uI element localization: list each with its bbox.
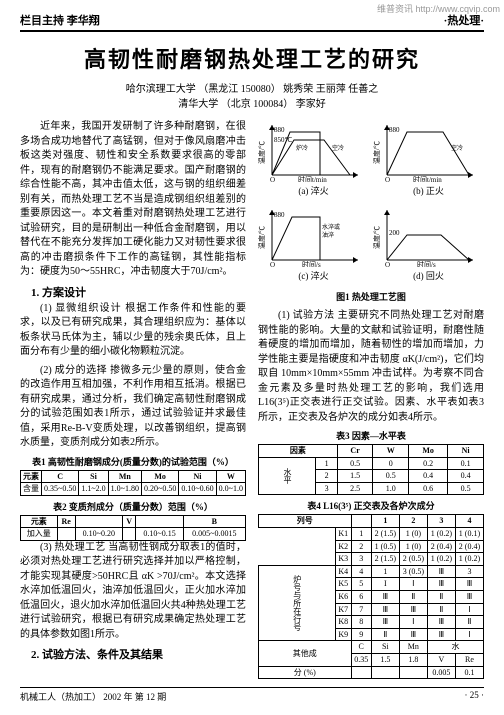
svg-text:时间/s: 时间/s	[302, 260, 321, 267]
section1-heading: 1. 方案设计	[20, 284, 246, 300]
fig-d-cap: (d) 回火	[373, 269, 484, 282]
s1-p2: (2) 成分的选择 掺微多元少量的原则，使合金的改造作用互相加强，不利作用相互抵…	[20, 364, 246, 451]
watermark: 维普资讯 http://www.cqvip.com	[377, 2, 500, 15]
svg-text:空冷: 空冷	[451, 144, 463, 152]
chart-b-icon: 温度/℃ 880 空冷 O 时间t/min	[373, 120, 477, 182]
table2: 元素ReVB加入量0.10~0.200.10~0.150.005~0.0015	[20, 515, 246, 541]
svg-text:O: O	[385, 261, 390, 267]
chart-d-icon: 温度/℃ 200 O 时间/s	[373, 205, 477, 267]
svg-text:850℃: 850℃	[274, 136, 293, 144]
article-title: 高韧性耐磨钢热处理工艺的研究	[20, 42, 484, 74]
authors-line2: 清华大学 （北京 100084） 李家好	[20, 97, 484, 112]
page-footer: 机械工人（热加工） 2002 年 第 12 期 · 25 ·	[20, 687, 484, 703]
svg-text:时间/s: 时间/s	[417, 260, 436, 267]
header-left: 栏目主持 李华翔	[20, 12, 100, 28]
svg-text:880: 880	[274, 211, 285, 219]
authors: 哈尔滨理工大学 （黑龙江 150080） 姚秀荣 王丽萍 任善之 清华大学 （北…	[20, 82, 484, 112]
r1: (1) 试验方法 主要研究不同热处理工艺对耐磨钢性能的影响。大量的文献和试验证明…	[258, 309, 484, 425]
svg-text:200: 200	[389, 229, 400, 237]
table1-caption: 表1 高韧性耐磨钢成分(质量分数)的试验范围（%）	[20, 455, 246, 468]
svg-text:O: O	[270, 176, 275, 182]
svg-text:O: O	[385, 176, 390, 182]
svg-text:水淬或: 水淬或	[322, 223, 340, 231]
svg-text:空冷: 空冷	[332, 144, 344, 152]
table4-caption: 表4 L16(3⁵) 正交表及各炉次成分	[258, 499, 484, 512]
footer-right: · 25 ·	[465, 690, 485, 703]
chart-c-icon: 温度/℃ 880 水淬或 油淬 O 时间/s	[258, 205, 362, 267]
fig1-caption: 图1 热处理工艺图	[258, 290, 484, 303]
footer-left: 机械工人（热加工） 2002 年 第 12 期	[20, 690, 166, 703]
authors-line1: 哈尔滨理工大学 （黑龙江 150080） 姚秀荣 王丽萍 任善之	[20, 82, 484, 97]
header-bar: 栏目主持 李华翔 ·热处理·	[20, 12, 484, 32]
right-column: 温度/℃ 880 850℃ 炉冷 空冷 O 时间t/min (a) 淬火	[258, 120, 484, 679]
table1: 元素CSiMnMoNiW含量0.35~0.501.1~2.01.0~1.800.…	[20, 470, 246, 496]
svg-text:温度/℃: 温度/℃	[373, 226, 381, 249]
svg-text:880: 880	[274, 126, 285, 134]
s1-p3: (3) 热处理工艺 当高韧性钢成分取表1的值时，必须对热处理工艺进行研究选择并加…	[20, 541, 246, 643]
table2-caption: 表2 变质剂成分（质量分数）范围（%）	[20, 500, 246, 513]
fig-a-cap: (a) 淬火	[258, 184, 369, 197]
table4: 列号1234 K112 (1.5)1 (0)1 (0.2)1 (0.1)K221…	[258, 514, 484, 679]
table3: 因素CrWMoNi 水平10.500.20.1 21.50.50.40.4 32…	[258, 444, 484, 495]
left-column: 近年来，我国开发研制了许多种耐磨钢，在很多场合成功地替代了高锰钢，但对于像风扇磨…	[20, 120, 246, 679]
fig-b-cap: (b) 正火	[373, 184, 484, 197]
intro-paragraph: 近年来，我国开发研制了许多种耐磨钢，在很多场合成功地替代了高锰钢，但对于像风扇磨…	[20, 120, 246, 280]
figure-row1: 温度/℃ 880 850℃ 炉冷 空冷 O 时间t/min (a) 淬火	[258, 120, 484, 203]
svg-text:油淬: 油淬	[322, 231, 334, 239]
svg-text:温度/℃: 温度/℃	[258, 141, 266, 164]
figure-row2: 温度/℃ 880 水淬或 油淬 O 时间/s (c) 淬火 温度/℃	[258, 205, 484, 288]
svg-text:O: O	[270, 261, 275, 267]
s1-p1: (1) 显微组织设计 根据工作条件和性能的要求，以及已有研究成果，其合理组织应为…	[20, 302, 246, 360]
table3-caption: 表3 因素—水平表	[258, 429, 484, 442]
svg-text:时间t/min: 时间t/min	[413, 175, 442, 182]
svg-text:温度/℃: 温度/℃	[373, 141, 381, 164]
svg-text:880: 880	[389, 126, 400, 134]
fig-c-cap: (c) 淬火	[258, 269, 369, 282]
chart-a-icon: 温度/℃ 880 850℃ 炉冷 空冷 O 时间t/min	[258, 120, 362, 182]
svg-text:时间t/min: 时间t/min	[298, 175, 327, 182]
section2-heading: 2. 试验方法、条件及其结果	[20, 646, 246, 662]
svg-text:温度/℃: 温度/℃	[258, 226, 266, 249]
svg-text:炉冷: 炉冷	[296, 144, 308, 152]
